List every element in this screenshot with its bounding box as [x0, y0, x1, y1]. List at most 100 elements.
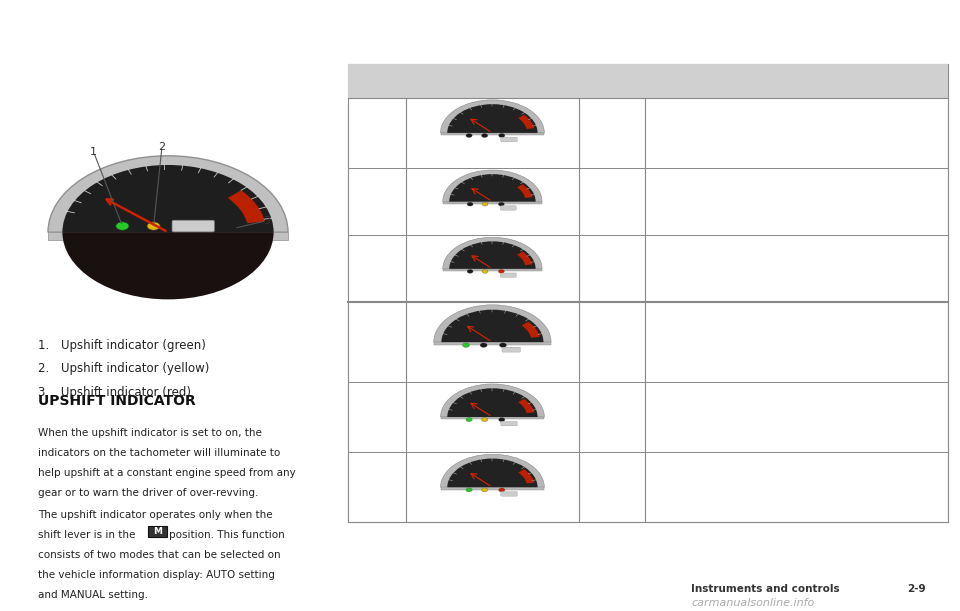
- Wedge shape: [62, 165, 274, 232]
- Circle shape: [482, 488, 488, 492]
- Text: Instruments and controls: Instruments and controls: [691, 584, 840, 594]
- Text: 3: 3: [263, 216, 270, 225]
- Text: 2. Upshift indicator (yellow): 2. Upshift indicator (yellow): [38, 362, 210, 375]
- Wedge shape: [443, 170, 542, 202]
- Text: indicators on the tachometer will illuminate to: indicators on the tachometer will illumi…: [38, 448, 280, 458]
- Text: Red: Red: [602, 482, 621, 492]
- Wedge shape: [434, 305, 551, 342]
- Text: carmanualsonline.info: carmanualsonline.info: [691, 598, 814, 608]
- Bar: [348, 302, 948, 382]
- Text: Light blinks about 500 RPM before the set RPM
and comes on at the set RPM.: Light blinks about 500 RPM before the se…: [654, 331, 888, 353]
- FancyBboxPatch shape: [500, 206, 516, 210]
- Text: Light is off at all times.: Light is off at all times.: [654, 128, 769, 138]
- FancyBboxPatch shape: [501, 422, 517, 426]
- Circle shape: [466, 488, 472, 492]
- Wedge shape: [449, 174, 536, 202]
- Text: MANUAL
setting: MANUAL setting: [355, 401, 399, 423]
- Circle shape: [116, 222, 129, 230]
- Wedge shape: [447, 104, 538, 133]
- Text: The upshift indicator operates only when the: The upshift indicator operates only when…: [38, 510, 273, 519]
- Text: CONDITIONS: CONDITIONS: [759, 76, 833, 86]
- Bar: [443, 269, 542, 271]
- Wedge shape: [228, 190, 265, 223]
- Text: Light comes on immediately before the red zone.: Light comes on immediately before the re…: [654, 264, 900, 274]
- Circle shape: [482, 418, 488, 422]
- Circle shape: [498, 418, 505, 422]
- Circle shape: [498, 488, 505, 492]
- Wedge shape: [62, 232, 274, 299]
- Wedge shape: [442, 310, 543, 342]
- Text: Green: Green: [596, 337, 627, 347]
- Circle shape: [480, 343, 487, 348]
- Text: UPSHIFT INDICATOR: UPSHIFT INDICATOR: [38, 394, 196, 408]
- Text: Light comes on about 700 RPM before the red zone.: Light comes on about 700 RPM before the …: [654, 197, 913, 207]
- FancyBboxPatch shape: [500, 273, 516, 277]
- Text: position. This function: position. This function: [169, 530, 285, 540]
- FancyBboxPatch shape: [501, 137, 517, 142]
- Text: and MANUAL setting.: and MANUAL setting.: [38, 590, 149, 600]
- FancyBboxPatch shape: [501, 492, 517, 496]
- Wedge shape: [517, 252, 533, 265]
- Wedge shape: [447, 458, 538, 488]
- Circle shape: [463, 343, 469, 348]
- Bar: [348, 168, 948, 235]
- Wedge shape: [518, 469, 535, 483]
- Bar: [348, 98, 948, 168]
- Text: 2-9: 2-9: [907, 584, 925, 594]
- Circle shape: [468, 269, 473, 273]
- Text: shift lever is in the: shift lever is in the: [38, 530, 135, 540]
- Circle shape: [468, 202, 473, 206]
- Text: consists of two modes that can be selected on: consists of two modes that can be select…: [38, 550, 281, 560]
- Text: When the upshift indicator is set to on, the: When the upshift indicator is set to on,…: [38, 428, 262, 437]
- Wedge shape: [521, 321, 540, 338]
- Circle shape: [498, 202, 504, 206]
- Wedge shape: [48, 156, 288, 232]
- Circle shape: [466, 418, 472, 422]
- Text: 1. Upshift indicator (green): 1. Upshift indicator (green): [38, 339, 206, 352]
- Text: gear or to warn the driver of over-revving.: gear or to warn the driver of over-revvi…: [38, 488, 259, 498]
- Bar: [441, 133, 544, 135]
- Circle shape: [482, 134, 488, 137]
- Wedge shape: [518, 115, 535, 129]
- Text: 2: 2: [158, 142, 165, 152]
- Text: AUTO
setting: AUTO setting: [359, 189, 396, 211]
- Circle shape: [498, 134, 505, 137]
- Wedge shape: [447, 388, 538, 417]
- Text: Yellow: Yellow: [595, 412, 628, 422]
- Circle shape: [147, 222, 160, 230]
- Circle shape: [499, 343, 507, 348]
- Text: MODE: MODE: [359, 76, 395, 86]
- Text: the vehicle information display: AUTO setting: the vehicle information display: AUTO se…: [38, 570, 276, 580]
- Text: Yellow: Yellow: [595, 197, 628, 207]
- FancyBboxPatch shape: [502, 347, 520, 352]
- Bar: [348, 382, 948, 452]
- Wedge shape: [441, 454, 544, 488]
- Bar: [441, 417, 544, 419]
- Circle shape: [466, 134, 472, 137]
- Bar: [434, 342, 551, 345]
- FancyBboxPatch shape: [172, 221, 214, 232]
- Wedge shape: [441, 100, 544, 133]
- Text: 1: 1: [90, 147, 97, 157]
- Bar: [348, 235, 948, 302]
- Bar: [348, 452, 948, 522]
- Text: M: M: [153, 527, 162, 536]
- Bar: [48, 232, 288, 240]
- Text: 3. Upshift indicator (red): 3. Upshift indicator (red): [38, 386, 191, 398]
- Text: INDICATOR: INDICATOR: [461, 76, 524, 86]
- Bar: [441, 488, 544, 489]
- Wedge shape: [518, 399, 535, 413]
- FancyBboxPatch shape: [148, 526, 167, 537]
- Circle shape: [482, 202, 488, 206]
- Bar: [348, 64, 948, 522]
- Text: help upshift at a constant engine speed from any: help upshift at a constant engine speed …: [38, 468, 296, 478]
- Circle shape: [482, 269, 488, 273]
- Circle shape: [498, 269, 504, 273]
- Bar: [443, 202, 542, 204]
- Wedge shape: [441, 384, 544, 417]
- Wedge shape: [517, 185, 533, 198]
- Wedge shape: [443, 237, 542, 269]
- Text: No color: No color: [589, 128, 634, 138]
- Text: COLOR: COLOR: [591, 76, 632, 86]
- Text: Red: Red: [602, 264, 621, 274]
